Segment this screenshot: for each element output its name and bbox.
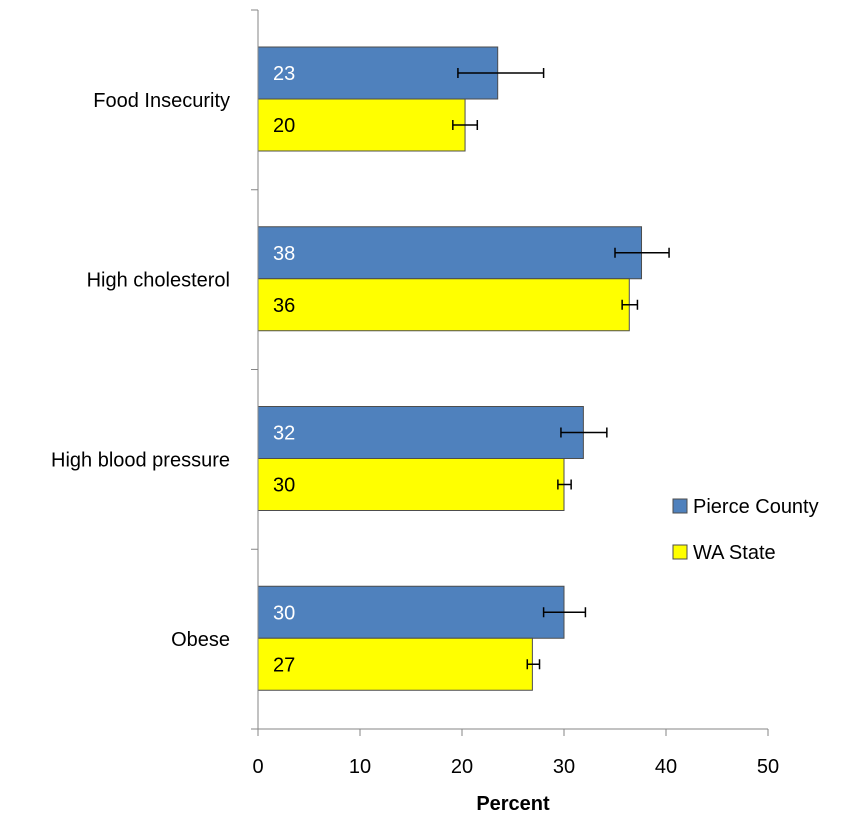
bar-wa-state xyxy=(257,458,565,511)
bar-labels-layer: 23 20 38 36 32 30 30 27 xyxy=(273,63,295,676)
x-tick-label: 10 xyxy=(349,756,371,778)
data-label: 23 xyxy=(273,63,295,85)
bar-wa-state xyxy=(257,98,466,152)
data-label: 27 xyxy=(273,654,295,676)
legend-swatch xyxy=(672,498,688,514)
bar-pierce-county xyxy=(257,226,643,280)
data-label: 30 xyxy=(273,602,295,624)
category-label: High blood pressure xyxy=(51,449,230,471)
x-tick-label: 20 xyxy=(451,756,473,778)
bar-wa-state xyxy=(257,278,630,332)
bar-pierce-county xyxy=(257,406,584,459)
bars-layer xyxy=(257,46,643,691)
x-tick-label: 0 xyxy=(252,756,263,778)
category-label: Obese xyxy=(171,629,230,651)
category-label: High cholesterol xyxy=(87,270,230,292)
data-label: 20 xyxy=(273,115,295,137)
data-label: 30 xyxy=(273,475,295,497)
bar-wa-state xyxy=(257,637,533,691)
legend-label: Pierce County xyxy=(693,496,819,518)
x-tick-label: 40 xyxy=(655,756,677,778)
error-bars-layer xyxy=(452,68,670,670)
legend-label: WA State xyxy=(693,542,776,564)
x-tick-label: 30 xyxy=(553,756,575,778)
bar-pierce-county xyxy=(257,585,565,639)
data-label: 36 xyxy=(273,295,295,317)
category-label: Food Insecurity xyxy=(93,90,230,112)
axes-layer: Food Insecurity High cholesterol High bloo… xyxy=(51,9,779,778)
x-axis-title: Percent xyxy=(476,793,550,815)
x-tick-label: 50 xyxy=(757,756,779,778)
data-label: 38 xyxy=(273,243,295,265)
data-label: 32 xyxy=(273,423,295,445)
legend-swatch xyxy=(672,544,688,560)
legend: Pierce County WA State xyxy=(672,496,819,564)
